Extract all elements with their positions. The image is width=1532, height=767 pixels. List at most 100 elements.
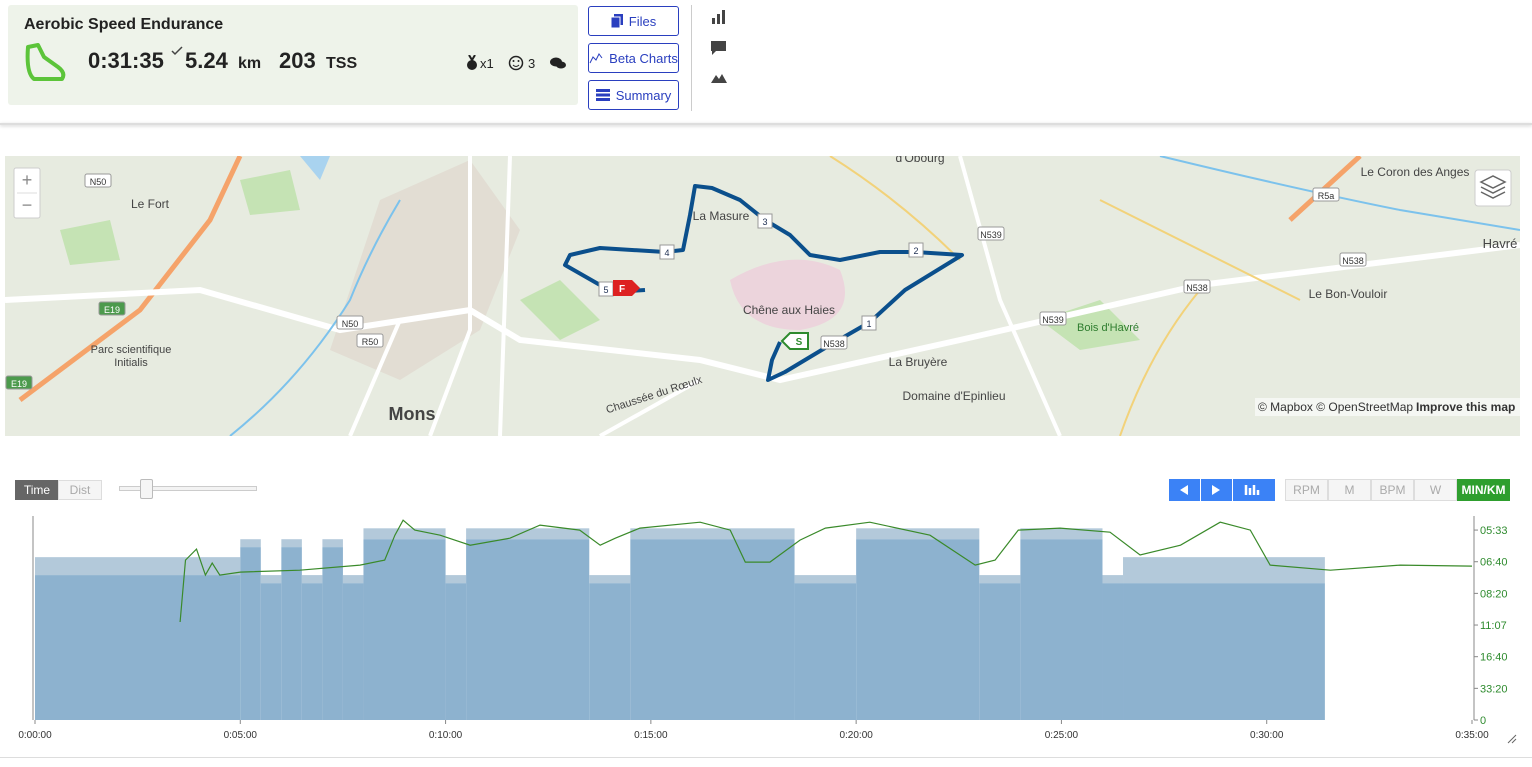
target-band <box>794 575 857 584</box>
road-label: N538 <box>1342 256 1364 266</box>
target-band <box>466 528 590 540</box>
place-label: Parc scientifique <box>91 344 172 356</box>
place-label: La Masure <box>693 209 750 223</box>
step-bar <box>260 583 282 720</box>
files-button[interactable]: Files <box>588 6 679 36</box>
step-bar <box>794 583 857 720</box>
step-bar <box>979 583 1021 720</box>
unit-toggle[interactable]: BPM <box>1371 479 1414 501</box>
place-label: Havré <box>1483 236 1518 251</box>
place-label: Domaine d'Epinlieu <box>902 389 1005 403</box>
improve-link[interactable]: Improve this map <box>1416 400 1515 414</box>
attribution: © Mapbox © OpenStreetMap <box>1258 400 1413 414</box>
step-bar <box>322 547 343 720</box>
layers-icon <box>1479 175 1507 199</box>
step-bar <box>445 583 467 720</box>
hospital-area <box>730 259 845 330</box>
road-shield <box>84 173 112 188</box>
duration: 0:31:35 <box>88 48 164 73</box>
start-flag <box>780 332 809 350</box>
workout-title: Aerobic Speed Endurance <box>24 16 224 33</box>
y-tick-label: 33:20 <box>1480 683 1508 695</box>
list-icon <box>595 89 610 101</box>
medal-icon <box>467 55 477 70</box>
road-shield <box>336 315 364 330</box>
route-marker-label: 4 <box>664 248 669 258</box>
distance: 5.24 <box>185 48 228 73</box>
road-shield <box>1039 311 1067 326</box>
y-tick-label: 06:40 <box>1480 557 1508 569</box>
x-tick-label: 0:30:00 <box>1250 730 1284 741</box>
y-tick-label: 16:40 <box>1480 652 1508 664</box>
step-bar <box>589 583 631 720</box>
unit-toggle[interactable]: W <box>1414 479 1457 501</box>
zoom-in[interactable]: + <box>22 170 33 190</box>
place-label: Mons <box>389 404 436 424</box>
road-shield <box>820 335 848 350</box>
x-tick-label: 0:35:00 <box>1455 730 1489 741</box>
dist-toggle[interactable]: Dist <box>58 480 102 500</box>
route-marker-label: 2 <box>913 246 918 256</box>
step-bar <box>856 539 980 720</box>
feel-value: 3 <box>528 56 536 71</box>
route-marker-label: 1 <box>866 319 871 329</box>
place-label: Le Bon-Vouloir <box>1309 287 1388 301</box>
beta-charts-label: Beta Charts <box>609 50 678 66</box>
road-shield <box>1312 187 1340 202</box>
slider-track <box>119 486 257 491</box>
tss-unit: TSS <box>326 55 358 72</box>
road-label: N539 <box>980 230 1002 240</box>
road-label: R5a <box>1318 191 1335 201</box>
route-marker <box>908 242 924 258</box>
step-bar <box>342 583 364 720</box>
road-shield <box>977 226 1005 241</box>
summary-button[interactable]: Summary <box>588 80 679 110</box>
target-band <box>281 539 302 548</box>
slider-handle[interactable] <box>140 479 153 499</box>
place-label: Le Fort <box>131 197 170 211</box>
unit-toggle[interactable]: MIN/KM <box>1457 479 1510 501</box>
zoom-out[interactable]: − <box>22 195 33 215</box>
beta-charts-button[interactable]: Beta Charts <box>588 43 679 73</box>
route-marker <box>861 315 877 331</box>
unit-toggle[interactable]: M <box>1328 479 1371 501</box>
main-road <box>5 242 1520 384</box>
river <box>229 199 401 436</box>
step-bar <box>1123 583 1325 720</box>
pace-line <box>179 519 1473 623</box>
step-bar <box>301 583 323 720</box>
step-bar <box>1102 583 1124 720</box>
road-label: N539 <box>1042 315 1064 325</box>
place-label: Chêne aux Haies <box>743 303 835 317</box>
x-tick-label: 0:15:00 <box>634 730 668 741</box>
y-tick-label: 11:07 <box>1480 620 1507 632</box>
x-tick-label: 0:25:00 <box>1045 730 1079 741</box>
check-icon <box>171 46 183 56</box>
laps-icon <box>1244 485 1260 495</box>
header-rule <box>0 123 1532 125</box>
target-band <box>240 539 261 548</box>
x-tick-label: 0:05:00 <box>224 730 258 741</box>
target-band <box>35 557 241 576</box>
attribution-box <box>1255 398 1520 416</box>
feel-icon <box>508 55 524 71</box>
road-shield <box>5 375 33 390</box>
target-band <box>445 575 467 584</box>
route-marker-label: 3 <box>762 217 767 227</box>
time-toggle[interactable]: Time <box>15 480 59 500</box>
route-marker <box>659 244 675 260</box>
tss: 203 <box>279 48 316 73</box>
target-band <box>301 575 323 584</box>
nav-buttons <box>1169 479 1275 501</box>
map: d'Obourg Le Coron des Anges Havré Le Fort La… <box>5 156 1520 436</box>
place-label: Initialis <box>114 357 148 369</box>
x-tick-label: 0:00:00 <box>18 730 52 741</box>
route-marker-label: 5 <box>603 285 608 295</box>
shoe-icon <box>25 43 66 81</box>
finish-label: F <box>619 284 625 295</box>
place-label: Bois d'Havré <box>1077 322 1139 334</box>
road-shield <box>98 301 126 316</box>
chart: 0:00:00 0:05:00 0:10:00 0:15:00 0:20:00 0:25:… <box>18 516 1517 744</box>
unit-toggle[interactable]: RPM <box>1285 479 1328 501</box>
